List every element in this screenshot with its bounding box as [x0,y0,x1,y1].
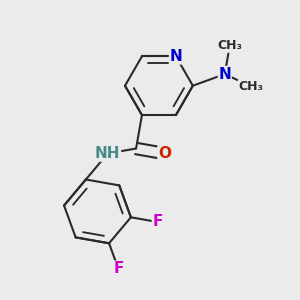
Text: N: N [169,49,182,64]
Text: CH₃: CH₃ [217,39,242,52]
Text: O: O [158,146,171,161]
Text: F: F [152,214,163,230]
Text: N: N [218,67,231,82]
Text: CH₃: CH₃ [238,80,263,93]
Text: F: F [113,261,124,276]
Text: NH: NH [95,146,120,161]
